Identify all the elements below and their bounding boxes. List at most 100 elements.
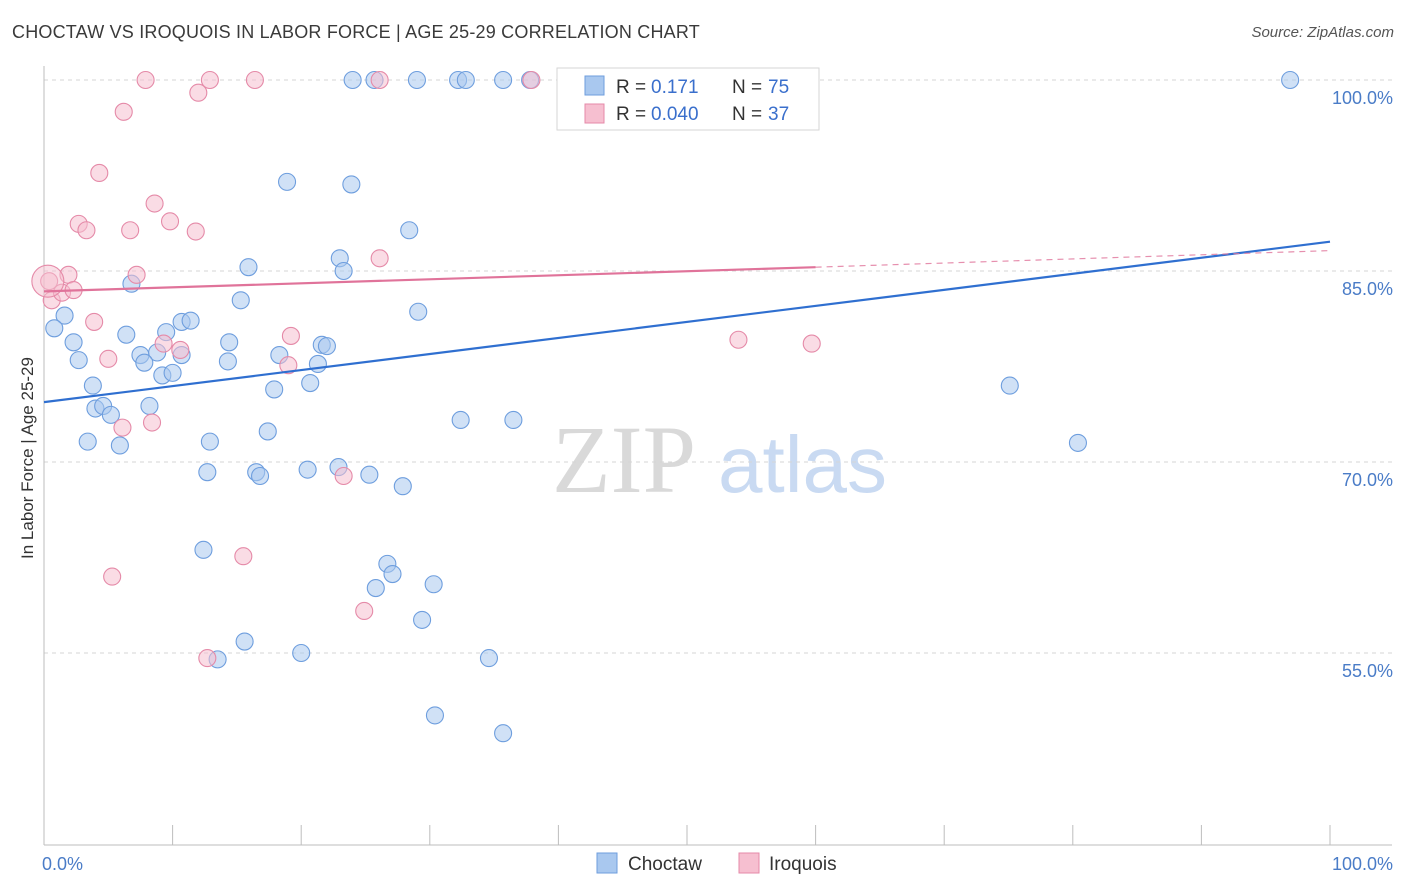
legend-label-iroquois: Iroquois: [769, 854, 837, 875]
x-tick-label-min: 0.0%: [42, 854, 83, 874]
point-choctaw: [55, 306, 74, 325]
legend-r-label-iroquois: R =: [616, 104, 646, 125]
point-choctaw: [117, 325, 136, 344]
point-iroquois: [90, 163, 109, 183]
point-choctaw: [504, 410, 523, 430]
point-choctaw: [194, 540, 213, 559]
point-iroquois: [103, 567, 122, 586]
point-iroquois: [281, 326, 300, 345]
point-choctaw: [298, 460, 317, 479]
point-iroquois: [136, 70, 155, 90]
y-tick-label: 55.0%: [1342, 661, 1393, 681]
point-choctaw: [78, 432, 97, 451]
point-choctaw: [235, 632, 254, 651]
point-iroquois: [234, 547, 253, 566]
point-choctaw: [64, 333, 83, 352]
point-choctaw: [1281, 70, 1300, 90]
legend-swatch-iroquois: [584, 103, 605, 124]
point-choctaw: [366, 579, 385, 598]
point-iroquois: [279, 356, 298, 375]
point-choctaw: [342, 175, 361, 194]
point-choctaw: [400, 221, 419, 240]
point-choctaw: [360, 465, 379, 484]
y-tick-label: 85.0%: [1342, 279, 1393, 299]
point-choctaw: [407, 70, 426, 90]
trend-extension-iroquois: [815, 250, 1331, 268]
y-tick-label: 100.0%: [1332, 88, 1393, 108]
source-label: Source: ZipAtlas.com: [1251, 24, 1394, 41]
x-tick-label-max: 100.0%: [1332, 854, 1393, 874]
point-choctaw: [479, 649, 499, 668]
point-iroquois: [145, 194, 164, 213]
legend-r-value-iroquois: 0.040: [651, 104, 699, 125]
point-iroquois: [370, 249, 389, 268]
legend-n-label-iroquois: N =: [732, 104, 762, 125]
point-choctaw: [413, 610, 432, 629]
legend-n-label-choctaw: N =: [732, 77, 762, 98]
point-choctaw: [278, 172, 297, 191]
point-choctaw: [456, 70, 475, 90]
chart-title: CHOCTAW VS IROQUOIS IN LABOR FORCE | AGE…: [12, 22, 700, 42]
gridlines: [44, 79, 1392, 654]
point-choctaw: [163, 363, 182, 382]
point-choctaw: [110, 436, 129, 455]
point-iroquois-large: [31, 264, 65, 298]
point-choctaw: [301, 374, 320, 393]
point-choctaw: [258, 422, 277, 441]
point-choctaw: [250, 466, 270, 486]
legend-swatch-bottom-iroquois: [738, 852, 760, 874]
trend-lines: [43, 240, 1331, 404]
point-choctaw: [425, 706, 444, 725]
point-choctaw: [494, 724, 513, 743]
point-iroquois: [77, 221, 96, 240]
point-iroquois: [198, 649, 217, 668]
point-iroquois: [334, 466, 353, 486]
trend-iroquois: [43, 266, 816, 293]
point-choctaw: [181, 311, 200, 330]
point-iroquois: [99, 349, 118, 368]
point-choctaw: [1000, 376, 1019, 395]
point-choctaw: [451, 410, 470, 430]
point-iroquois: [355, 601, 374, 621]
trend-choctaw: [43, 240, 1331, 404]
point-iroquois: [160, 212, 180, 231]
point-choctaw: [343, 70, 362, 90]
legend-r-label-choctaw: R =: [616, 77, 646, 98]
point-iroquois: [186, 222, 205, 241]
y-axis-label: In Labor Force | Age 25-29: [18, 357, 37, 559]
point-choctaw: [218, 352, 237, 371]
watermark-atlas: atlas: [718, 420, 887, 509]
point-choctaw: [135, 353, 154, 372]
point-choctaw: [424, 575, 443, 594]
legend-swatch-choctaw: [584, 75, 605, 96]
y-tick-label: 70.0%: [1342, 470, 1393, 490]
axes: 55.0% 70.0% 85.0% 100.0% 0.0% 100.0%: [42, 66, 1393, 874]
point-iroquois: [370, 70, 389, 90]
point-iroquois: [522, 70, 541, 90]
point-choctaw: [409, 302, 428, 321]
point-choctaw: [220, 333, 239, 352]
point-choctaw: [1068, 433, 1087, 452]
point-choctaw: [200, 432, 219, 451]
point-iroquois: [85, 312, 104, 331]
point-choctaw: [317, 337, 336, 356]
legend-r-value-choctaw: 0.171: [651, 77, 699, 98]
point-choctaw: [198, 463, 217, 482]
point-choctaw: [265, 380, 284, 399]
legend-n-value-choctaw: 75: [768, 77, 789, 98]
point-choctaw: [393, 477, 412, 496]
point-iroquois: [200, 70, 219, 90]
point-choctaw: [494, 70, 513, 90]
point-choctaw: [101, 405, 120, 424]
correlation-legend: R = 0.171 N = 75 R = 0.040 N = 37: [556, 67, 820, 131]
point-choctaw: [239, 258, 258, 277]
point-iroquois: [121, 221, 140, 240]
point-choctaw: [383, 565, 402, 584]
point-iroquois: [154, 334, 173, 353]
point-iroquois: [729, 330, 748, 349]
point-iroquois: [189, 83, 208, 102]
point-iroquois: [114, 102, 133, 121]
legend-label-choctaw: Choctaw: [628, 854, 702, 875]
legend-n-value-iroquois: 37: [768, 104, 789, 125]
